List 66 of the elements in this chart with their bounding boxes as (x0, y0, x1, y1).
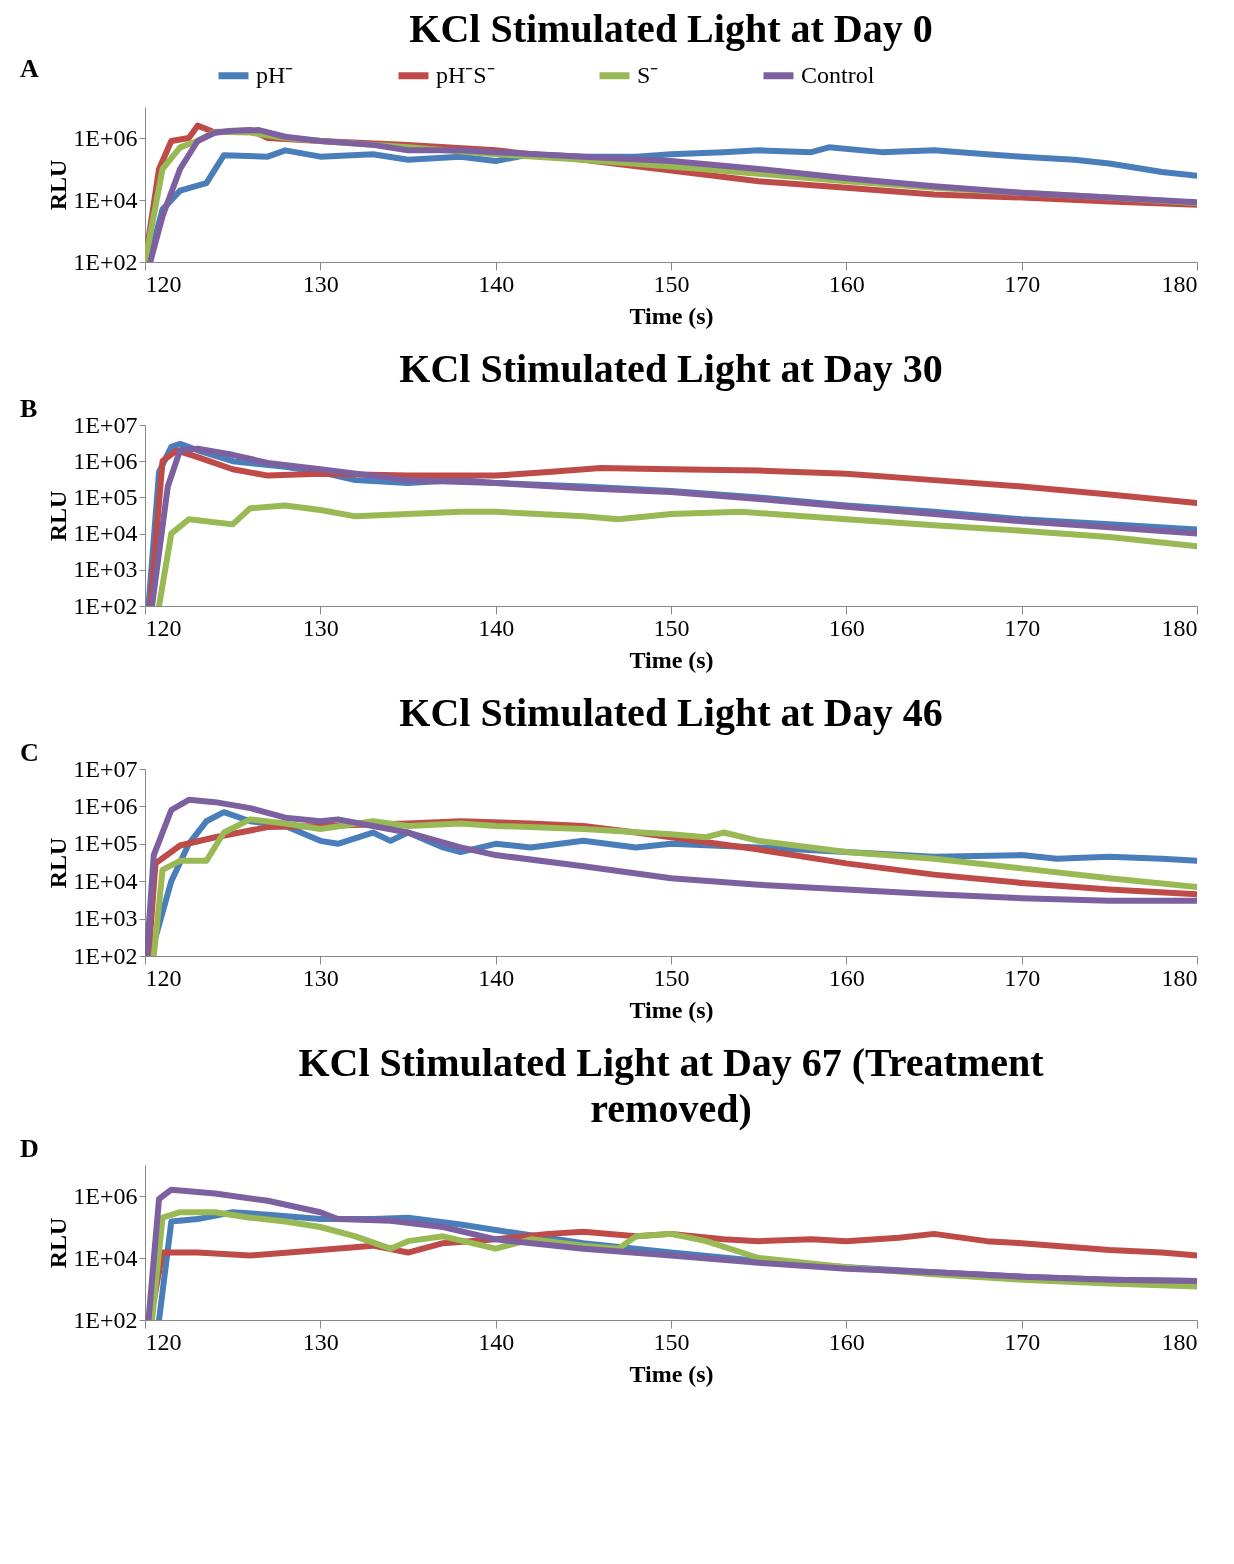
x-tick-label: 120 (145, 270, 182, 297)
y-tick-label: 1E+02 (73, 592, 138, 619)
x-tick-label: 170 (1004, 270, 1041, 297)
y-axis-title: RLU (45, 159, 72, 211)
y-tick-label: 1E+02 (73, 942, 138, 969)
y-tick-label: 1E+03 (73, 556, 138, 583)
y-tick-label: 1E+06 (73, 124, 138, 151)
y-tick-label: 1E+06 (73, 447, 138, 474)
y-axis-title: RLU (45, 1217, 72, 1269)
x-tick-label: 180 (1161, 614, 1198, 641)
x-tick-label: 160 (828, 270, 865, 297)
x-tick-label: 150 (653, 614, 690, 641)
chart-title: KCl Stimulated Light at Day 30 (399, 346, 943, 391)
y-tick-label: 1E+06 (73, 792, 138, 819)
x-tick-label: 130 (302, 270, 339, 297)
x-axis-title: Time (s) (629, 996, 714, 1023)
x-tick-label: 160 (828, 614, 865, 641)
x-tick-label: 130 (302, 964, 339, 991)
x-tick-label: 130 (302, 614, 339, 641)
x-axis-title: Time (s) (629, 646, 714, 673)
chart-title: KCl Stimulated Light at Day 46 (399, 690, 943, 735)
text: B (20, 394, 38, 423)
y-tick-label: 1E+04 (73, 186, 138, 213)
x-tick-label: 120 (145, 614, 182, 641)
x-tick-label: 150 (653, 270, 690, 297)
x-tick-label: 120 (145, 964, 182, 991)
text: D (20, 1134, 39, 1163)
x-tick-label: 130 (302, 1328, 339, 1355)
y-tick-label: 1E+04 (73, 867, 138, 894)
x-tick-label: 150 (653, 1328, 690, 1355)
x-tick-label: 160 (828, 964, 865, 991)
x-tick-label: 150 (653, 964, 690, 991)
x-tick-label: 120 (145, 1328, 182, 1355)
y-tick-label: 1E+02 (73, 248, 138, 275)
y-tick-label: 1E+04 (73, 520, 138, 547)
x-tick-label: 180 (1161, 964, 1198, 991)
legend-label: S⁻ (637, 61, 659, 88)
x-tick-label: 160 (828, 1328, 865, 1355)
x-tick-label: 140 (478, 1328, 515, 1355)
y-tick-label: 1E+07 (73, 411, 138, 438)
x-tick-label: 170 (1004, 614, 1041, 641)
text: C (20, 738, 39, 767)
y-tick-label: 1E+06 (73, 1182, 138, 1209)
chart-title: KCl Stimulated Light at Day 0 (409, 6, 933, 51)
y-tick-label: 1E+07 (73, 755, 138, 782)
y-tick-label: 1E+03 (73, 905, 138, 932)
y-tick-label: 1E+05 (73, 483, 138, 510)
chart-title: KCl Stimulated Light at Day 67 (Treatment removed) (298, 1040, 1045, 1131)
x-tick-label: 170 (1004, 1328, 1041, 1355)
x-axis-title: Time (s) (629, 302, 714, 329)
x-axis-title: Time (s) (629, 1360, 714, 1387)
x-tick-label: 180 (1161, 270, 1198, 297)
y-axis-title: RLU (45, 837, 72, 889)
legend-label: Control (801, 61, 875, 88)
x-tick-label: 180 (1161, 1328, 1198, 1355)
y-tick-label: 1E+04 (73, 1244, 138, 1271)
text: A (20, 54, 39, 83)
y-tick-label: 1E+02 (73, 1306, 138, 1333)
x-tick-label: 140 (478, 964, 515, 991)
x-tick-label: 140 (478, 614, 515, 641)
y-tick-label: 1E+05 (73, 830, 138, 857)
legend-label: pH⁻S⁻ (436, 61, 495, 88)
x-tick-label: 140 (478, 270, 515, 297)
legend-label: pH⁻ (256, 61, 294, 88)
y-axis-title: RLU (45, 490, 72, 542)
x-tick-label: 170 (1004, 964, 1041, 991)
